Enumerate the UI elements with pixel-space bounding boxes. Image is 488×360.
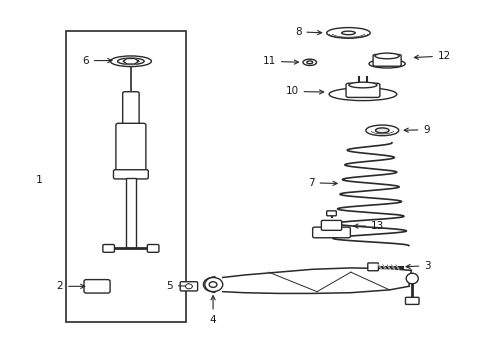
FancyBboxPatch shape [326, 211, 336, 216]
Polygon shape [123, 58, 138, 64]
Text: 8: 8 [294, 27, 321, 37]
Ellipse shape [406, 273, 417, 284]
Ellipse shape [326, 28, 369, 38]
Ellipse shape [365, 125, 398, 136]
FancyBboxPatch shape [116, 123, 145, 173]
FancyBboxPatch shape [102, 244, 114, 252]
Text: 7: 7 [307, 178, 337, 188]
Ellipse shape [303, 59, 316, 66]
FancyBboxPatch shape [180, 282, 197, 291]
Ellipse shape [375, 128, 388, 133]
Text: 9: 9 [404, 125, 429, 135]
Ellipse shape [306, 61, 312, 64]
Bar [126, 177, 136, 248]
Text: 12: 12 [413, 51, 450, 61]
Ellipse shape [348, 82, 376, 88]
Ellipse shape [185, 284, 192, 289]
Text: 5: 5 [166, 281, 192, 291]
Text: 4: 4 [209, 296, 216, 325]
FancyBboxPatch shape [367, 263, 378, 271]
Text: 3: 3 [406, 261, 430, 271]
Ellipse shape [374, 53, 398, 59]
Ellipse shape [110, 56, 151, 67]
FancyBboxPatch shape [346, 83, 379, 98]
FancyBboxPatch shape [372, 54, 400, 66]
Ellipse shape [117, 58, 144, 64]
FancyBboxPatch shape [113, 170, 148, 179]
FancyBboxPatch shape [405, 297, 418, 305]
Ellipse shape [203, 278, 223, 292]
Ellipse shape [328, 88, 396, 100]
Text: 2: 2 [57, 281, 84, 291]
Bar [65, 31, 186, 322]
FancyBboxPatch shape [122, 92, 139, 126]
Text: 11: 11 [262, 56, 298, 66]
Text: 6: 6 [82, 55, 112, 66]
FancyBboxPatch shape [312, 227, 350, 238]
Ellipse shape [209, 282, 217, 287]
Text: 1: 1 [36, 175, 42, 185]
Text: 13: 13 [353, 221, 384, 231]
Ellipse shape [341, 31, 354, 35]
Text: 10: 10 [285, 86, 323, 96]
FancyBboxPatch shape [84, 280, 110, 293]
Ellipse shape [368, 59, 405, 68]
FancyBboxPatch shape [147, 244, 159, 252]
FancyBboxPatch shape [321, 220, 341, 230]
